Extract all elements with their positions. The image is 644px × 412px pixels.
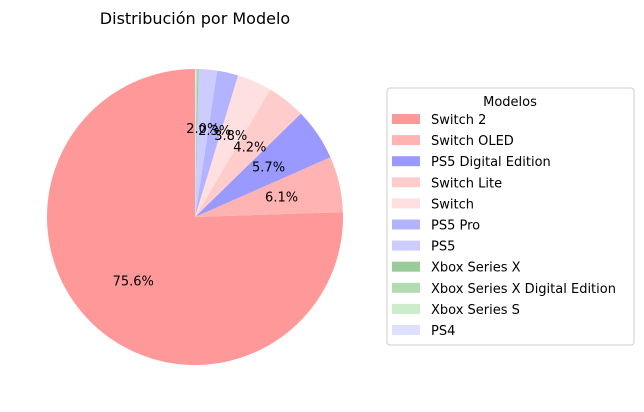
pie-percent-label-switch-oled: 6.1% bbox=[265, 191, 298, 206]
legend-swatch-switch-oled bbox=[392, 135, 420, 146]
legend-swatch-switch-2 bbox=[392, 114, 420, 124]
chart-title: Distribución por Modelo bbox=[100, 9, 290, 28]
legend-swatch-switch-lite bbox=[392, 177, 420, 188]
legend-label-switch-lite: Switch Lite bbox=[431, 176, 502, 191]
pie-slice-ps5-pro bbox=[195, 70, 239, 217]
legend-label-ps5: PS5 bbox=[431, 240, 455, 255]
legend-swatch-xbox-series-x bbox=[392, 261, 420, 272]
legend-swatch-switch bbox=[392, 198, 420, 209]
pie-percent-labels: 75.6% 6.1% 5.7% 4.2%3.8%2.3%2.0% bbox=[113, 122, 298, 289]
legend-label-ps5-digital-edition: PS5 Digital Edition bbox=[431, 155, 551, 170]
pie-slice-switch-2 bbox=[47, 69, 344, 365]
legend-label-xbox-series-x: Xbox Series X bbox=[431, 261, 521, 276]
pie-slice-switch-oled bbox=[195, 157, 343, 217]
legend-title: Modelos bbox=[483, 95, 537, 110]
legend-label-ps5-pro: PS5 Pro bbox=[431, 219, 480, 234]
legend: Modelos Switch 2 Switch OLED PS5 Digital E… bbox=[386, 87, 635, 346]
pie-percent-label-ps5-digital-edition: 5.7% bbox=[252, 161, 285, 176]
pie-slice-xbox-series-s bbox=[195, 69, 197, 217]
pie-slice-xbox-series-x bbox=[195, 69, 199, 217]
pie-percent-label-switch-2: 75.6% bbox=[113, 274, 154, 289]
legend-label-xbox-series-x-digital-edition: Xbox Series X Digital Edition bbox=[431, 282, 616, 297]
legend-label-switch-2: Switch 2 bbox=[431, 113, 486, 128]
pie-slice-switch bbox=[195, 75, 271, 217]
pie-percent-label-ps5: 2.0% bbox=[186, 122, 219, 137]
legend-label-switch: Switch bbox=[431, 197, 474, 212]
legend-swatch-xbox-series-s bbox=[392, 303, 420, 314]
pie-slice-ps4 bbox=[195, 69, 196, 217]
legend-swatch-ps5-digital-edition bbox=[392, 156, 420, 167]
legend-label-switch-oled: Switch OLED bbox=[431, 134, 514, 149]
pie-slice-ps5-digital-edition bbox=[195, 113, 331, 217]
legend-label-ps4: PS4 bbox=[431, 324, 455, 339]
legend-swatch-ps5 bbox=[392, 240, 420, 251]
legend-swatch-ps4 bbox=[392, 325, 420, 335]
pie-percent-label-ps5-pro: 2.3% bbox=[198, 124, 231, 139]
pie-slices bbox=[47, 69, 344, 365]
pie-percent-label-switch-lite: 4.2% bbox=[233, 141, 266, 156]
legend-swatch-xbox-series-x-digital-edition bbox=[392, 282, 420, 293]
pie-slice-ps5 bbox=[195, 69, 218, 217]
legend-label-xbox-series-s: Xbox Series S bbox=[431, 303, 520, 318]
pie-percent-label-switch: 3.8% bbox=[214, 129, 247, 144]
legend-swatch-ps5-pro bbox=[392, 219, 420, 230]
legend-frame bbox=[386, 87, 635, 346]
pie-slice-switch-lite bbox=[195, 89, 301, 217]
pie-slice-xbox-series-x-digital-edition bbox=[195, 69, 198, 217]
legend-items: Switch 2 Switch OLED PS5 Digital Edition Sw… bbox=[392, 113, 616, 339]
